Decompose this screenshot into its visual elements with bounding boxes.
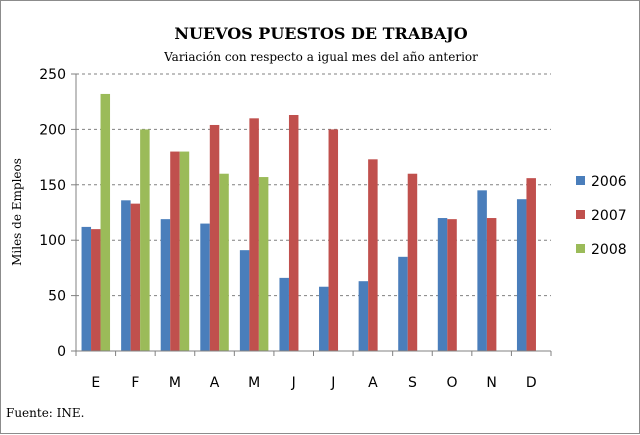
x-tick-label: M: [169, 375, 181, 391]
bar-2007: [130, 203, 141, 351]
bar-2008: [100, 93, 111, 351]
bar-2006: [516, 199, 527, 351]
bar-2007: [407, 173, 418, 351]
legend: 2006 2007 2008: [576, 174, 627, 258]
y-tick-label: 50: [48, 289, 66, 305]
bar-2006: [319, 286, 329, 351]
x-tick-label: F: [131, 375, 139, 391]
bar-2008: [258, 177, 269, 351]
bar-2008: [140, 129, 150, 351]
y-tick-label: 150: [39, 178, 66, 194]
bar-2007: [486, 218, 497, 351]
y-axis-label: Miles de Empleos: [10, 158, 24, 266]
bar-2008: [219, 173, 229, 351]
bar-2006: [398, 256, 408, 351]
x-tick-label: J: [330, 375, 335, 391]
chart-subtitle: Variación con respecto a igual mes del a…: [163, 50, 478, 64]
bar-2007: [91, 229, 101, 351]
x-tick-label: S: [408, 375, 417, 391]
legend-swatch-2007: [576, 210, 585, 219]
bar-2007: [328, 129, 339, 351]
bar-2006: [200, 223, 210, 351]
bar-2006: [358, 281, 369, 351]
chart-title: NUEVOS PUESTOS DE TRABAJO: [174, 24, 467, 43]
legend-label-2007: 2007: [591, 208, 627, 224]
x-tick-label: O: [447, 375, 458, 391]
bar-2007: [249, 118, 259, 351]
legend-swatch-2006: [576, 176, 585, 185]
bar-2006: [121, 200, 131, 351]
y-tick-label: 200: [39, 122, 66, 138]
bar-2006: [239, 250, 250, 351]
x-tick-label: N: [486, 375, 496, 391]
y-tick-label: 0: [57, 344, 66, 360]
bar-2007: [526, 178, 536, 351]
legend-label-2006: 2006: [591, 174, 627, 190]
x-tick-label: A: [368, 375, 378, 391]
x-tick-label: E: [91, 375, 100, 391]
grid-lines: [76, 73, 551, 297]
bar-2007: [170, 151, 180, 351]
y-tick-label: 250: [39, 67, 66, 83]
axes: 0 50 100 150 200 250 E F M A M J J A S O N D: [39, 67, 552, 391]
bar-2007: [447, 219, 457, 351]
x-tick-label: M: [248, 375, 260, 391]
x-tick-label: D: [526, 375, 537, 391]
bar-2007: [209, 124, 220, 351]
bar-2006: [437, 218, 448, 351]
bar-2008: [179, 151, 190, 351]
bar-2006: [477, 190, 487, 351]
bar-2007: [368, 159, 378, 351]
legend-swatch-2008: [576, 244, 585, 253]
source-note: Fuente: INE.: [6, 406, 84, 420]
x-tick-label: J: [291, 375, 296, 391]
bar-2007: [288, 114, 299, 351]
y-tick-label: 100: [39, 233, 66, 249]
bar-2006: [160, 219, 171, 351]
bars: [81, 93, 536, 351]
bar-2006: [81, 226, 92, 351]
bar-2006: [279, 277, 289, 351]
legend-label-2008: 2008: [591, 242, 627, 258]
x-tick-label: A: [210, 375, 220, 391]
